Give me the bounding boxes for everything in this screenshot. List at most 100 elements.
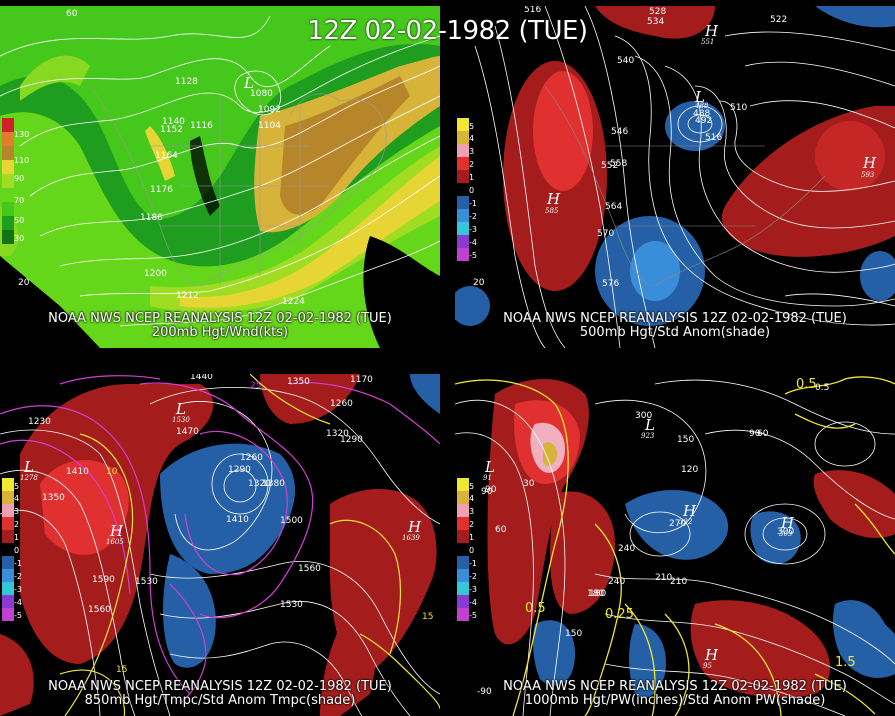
low-marker: L	[484, 458, 495, 476]
contour-label: 30	[523, 479, 535, 489]
contour-label: 1230	[28, 417, 51, 427]
high-value: 322	[679, 518, 693, 526]
legend-label: 0	[469, 546, 475, 555]
contour-label: 492	[695, 116, 712, 126]
contour-label: 1290	[340, 435, 363, 445]
high-value: 593	[861, 171, 875, 179]
contour-label: 60	[757, 429, 769, 439]
contour-label: -90	[477, 687, 492, 697]
contour-label: 1380	[262, 479, 285, 489]
labels-500mb: 516 528 534 522 540 546 552 558 564 570 …	[473, 6, 877, 289]
contour-label: 1170	[350, 375, 373, 385]
contour-label: 180	[587, 589, 604, 599]
contour-label: 1470	[176, 427, 199, 437]
contour-label: 210	[655, 573, 672, 583]
legend-label: 1	[469, 533, 475, 542]
high-marker: H	[546, 190, 561, 208]
contour-label: 0.25	[605, 607, 634, 622]
caption-line2: 200mb Hgt/Wnd(kts)	[151, 325, 289, 340]
contour-label: 240	[618, 544, 635, 554]
contour-label: 510	[730, 103, 747, 113]
contour-label: 150	[677, 435, 694, 445]
low-marker: L	[694, 88, 705, 106]
legend-label: 5	[469, 122, 475, 131]
contour-label: 1116	[190, 121, 213, 131]
panel-500mb: 5 4 3 2 1 0 -1 -2 -3 -4 -5 516 528 534 5…	[455, 6, 895, 348]
legend-label: 70	[14, 196, 25, 205]
contour-label: 522	[770, 15, 787, 25]
contour-label: 150	[565, 629, 582, 639]
high-marker: H	[704, 646, 719, 664]
contour-label: 1530	[280, 600, 303, 610]
contour-label: 1212	[176, 291, 199, 301]
legend-label: 0	[14, 546, 20, 555]
contour-label: 25	[250, 381, 261, 391]
high-marker: H	[704, 22, 719, 40]
low-value: 1278	[20, 474, 38, 482]
contour-label: 1440	[190, 374, 213, 382]
legend-label: 2	[14, 520, 20, 529]
contour-label: 90	[749, 429, 761, 439]
high-marker: H	[407, 518, 422, 536]
contour-label: 1590	[92, 575, 115, 585]
legend-label: -3	[14, 585, 22, 594]
contour-label: 1.5	[835, 655, 856, 670]
panel-1000mb: 5 4 3 2 1 0 -1 -2 -3 -4 -5 150 300 90 60…	[455, 374, 895, 716]
contour-label: 1164	[155, 151, 178, 161]
contour-label: 1350	[287, 377, 310, 387]
legend-label: 3	[14, 507, 20, 516]
contour-label: 576	[602, 279, 619, 289]
contour-label: 10	[106, 467, 118, 477]
contour-label: 120	[681, 465, 698, 475]
legend-label: -4	[469, 598, 477, 607]
contour-label: 300	[777, 527, 794, 537]
contour-label: 528	[649, 7, 666, 17]
legend-label: -1	[469, 559, 477, 568]
contour-label: 0.5	[796, 377, 817, 392]
legend-label: -4	[14, 598, 22, 607]
contour-label: 60	[495, 525, 507, 535]
contour-label: 1350	[42, 493, 65, 503]
contour-label: 300	[635, 411, 652, 421]
contour-label: 1092	[258, 105, 281, 115]
contour-label: 15	[422, 612, 433, 622]
legend-label: 4	[469, 134, 475, 143]
map-850mb	[0, 374, 440, 716]
contour-label: 516	[705, 133, 722, 143]
labels-850mb: 1440 1350 1170 1260 1230 1470 1320 1290 …	[20, 374, 433, 675]
high-marker: H	[682, 502, 697, 520]
contour-label: 1560	[88, 605, 111, 615]
low-marker: L	[23, 458, 34, 476]
legend-label: 1	[14, 533, 20, 542]
contour-label: 516	[524, 6, 541, 15]
legend-label: 4	[14, 494, 20, 503]
caption-line2: 850mb Hgt/Tmpc/Std Anom Tmpc(shade)	[84, 693, 356, 708]
contour-label: 90	[485, 485, 497, 495]
contour-label: 1410	[226, 515, 249, 525]
contour-label: 1500	[280, 516, 303, 526]
contour-label: 0.5	[525, 601, 546, 616]
contour-label: 270	[669, 519, 686, 529]
legend-label: -2	[469, 572, 477, 581]
contour-label: 534	[647, 17, 664, 27]
contour-label: 488	[693, 109, 710, 119]
legend-label: -2	[14, 572, 22, 581]
contour-label: 1320	[326, 429, 349, 439]
legend-label: 5	[469, 482, 475, 491]
contour-label: 564	[605, 202, 622, 212]
map-1000mb	[455, 374, 895, 716]
contour-label: 210	[670, 577, 687, 587]
legend-label: 30	[14, 234, 25, 243]
high-marker: H	[109, 522, 124, 540]
contour-label: 20	[473, 278, 485, 288]
map-500mb	[455, 6, 895, 348]
high-value: 1605	[106, 538, 124, 546]
high-value: 309	[779, 530, 793, 538]
low-marker: L	[175, 400, 186, 418]
contour-label: 546	[611, 127, 628, 137]
legend-label: 1	[469, 173, 475, 182]
contour-label: 1176	[150, 185, 173, 195]
legend-label: 3	[469, 507, 475, 516]
map-200mb	[0, 6, 440, 348]
high-marker: H	[780, 514, 795, 532]
